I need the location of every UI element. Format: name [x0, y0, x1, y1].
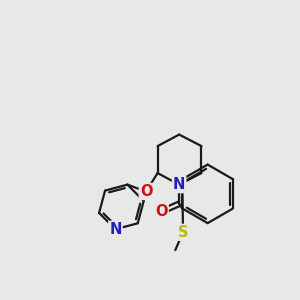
Text: S: S — [178, 225, 188, 240]
Text: N: N — [109, 222, 122, 237]
Text: O: O — [155, 204, 168, 219]
Text: N: N — [173, 177, 185, 192]
Text: O: O — [140, 184, 152, 199]
